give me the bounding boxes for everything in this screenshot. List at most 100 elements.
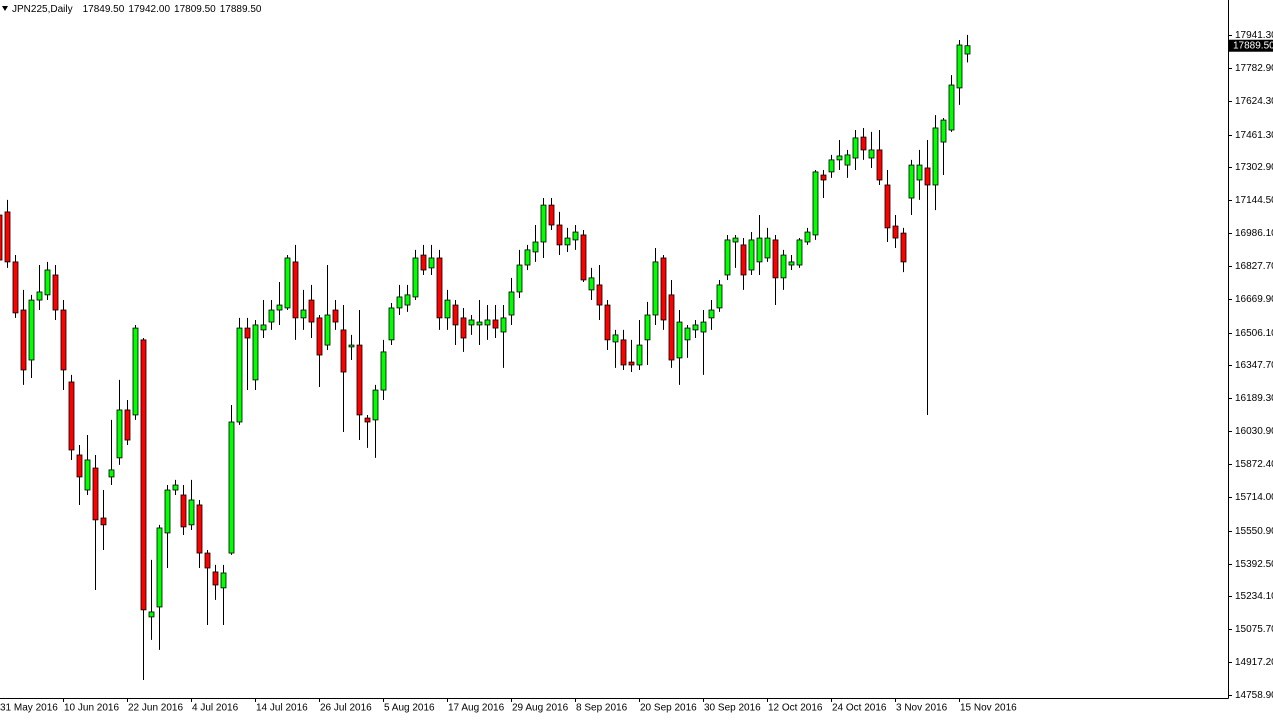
candle-body: [476, 321, 483, 326]
candle-body: [316, 317, 323, 356]
candle-body: [300, 309, 307, 319]
candle-body: [76, 454, 83, 478]
candle-body: [652, 261, 659, 316]
candle-body: [44, 269, 51, 296]
candle-body: [660, 257, 667, 321]
candle-body: [340, 329, 347, 373]
y-tick-label: 14758.90: [1235, 690, 1273, 701]
candle-body: [692, 324, 699, 331]
candle-body: [932, 127, 939, 186]
candle-body: [876, 149, 883, 181]
candle-body: [252, 324, 259, 381]
header-value: 17889.50: [220, 4, 262, 15]
y-tick-label: 17624.30: [1235, 96, 1273, 107]
price-tag: [1229, 39, 1273, 52]
candle-body: [380, 351, 387, 391]
x-tick-label: 12 Oct 2016: [768, 703, 823, 714]
candle-body: [676, 321, 683, 359]
candle-body: [164, 489, 171, 534]
candle-body: [60, 309, 67, 371]
candle-body: [628, 361, 635, 366]
candle-body: [748, 239, 755, 271]
candle-body: [28, 299, 35, 361]
x-tick-label: 24 Oct 2016: [832, 703, 887, 714]
candle-body: [228, 421, 235, 554]
price-tag-label: 17889.50: [1233, 40, 1273, 51]
candle-body: [516, 264, 523, 293]
x-tick-label: 17 Aug 2016: [448, 703, 505, 714]
x-tick-label: 3 Nov 2016: [896, 703, 948, 714]
x-tick-label: 30 Sep 2016: [704, 703, 761, 714]
candle-body: [204, 552, 211, 569]
candle-body: [804, 231, 811, 243]
candle-body: [460, 317, 467, 339]
candle-body: [20, 309, 27, 371]
candle-body: [500, 317, 507, 333]
y-tick-label: 14917.20: [1235, 657, 1273, 668]
candle-body: [36, 291, 43, 301]
candle-body: [260, 324, 267, 331]
candle-body: [276, 304, 283, 311]
y-tick-label: 17782.90: [1235, 63, 1273, 74]
candle-body: [324, 314, 331, 346]
x-tick-label: 31 May 2016: [0, 703, 58, 714]
candle-body: [356, 344, 363, 416]
y-tick-label: 15075.70: [1235, 624, 1273, 635]
candle-body: [684, 327, 691, 341]
x-tick-label: 4 Jul 2016: [192, 703, 239, 714]
candle-body: [212, 571, 219, 586]
candle-body: [52, 274, 59, 311]
candle-body: [524, 249, 531, 266]
y-tick-label: 17302.90: [1235, 162, 1273, 173]
header-value: 17942.00: [128, 4, 170, 15]
candle-body: [892, 225, 899, 239]
x-tick-label: 10 Jun 2016: [64, 703, 119, 714]
candle-body: [132, 327, 139, 416]
x-tick-label: 26 Jul 2016: [320, 703, 372, 714]
candle-body: [836, 155, 843, 161]
candle-body: [796, 239, 803, 266]
candle-body: [532, 241, 539, 253]
candle-body: [412, 257, 419, 298]
candle-body: [84, 459, 91, 491]
candle-body: [100, 517, 107, 526]
candle-body: [68, 381, 75, 451]
candle-body: [780, 254, 787, 279]
candle-body: [580, 234, 587, 281]
candle-body: [540, 204, 547, 243]
candle-body: [420, 254, 427, 271]
y-tick-label: 16030.90: [1235, 426, 1273, 437]
candle-body: [156, 527, 163, 608]
candle-body: [172, 484, 179, 491]
candle-body: [596, 284, 603, 306]
candle-body: [508, 291, 515, 316]
y-tick-label: 17941.30: [1235, 30, 1273, 41]
candle-body: [820, 174, 827, 181]
y-tick-label: 15550.90: [1235, 526, 1273, 537]
candle-body: [956, 44, 963, 89]
y-tick-label: 15872.40: [1235, 459, 1273, 470]
candle-body: [428, 257, 435, 269]
candle-body: [244, 327, 251, 339]
candle-body: [556, 224, 563, 246]
candle-body: [404, 294, 411, 306]
candle-body: [348, 344, 355, 348]
x-tick-label: 29 Aug 2016: [512, 703, 569, 714]
candle-body: [732, 237, 739, 243]
candle-body: [468, 319, 475, 326]
y-tick-label: 17144.50: [1235, 195, 1273, 206]
candle-body: [740, 244, 747, 276]
candle-body: [572, 231, 579, 241]
candle-body: [588, 277, 595, 291]
candle-body: [844, 154, 851, 166]
candle-body: [860, 136, 867, 151]
candle-body: [924, 167, 931, 186]
candle-body: [756, 237, 763, 263]
candle-body: [868, 149, 875, 159]
candle-body: [140, 339, 147, 611]
candle-body: [284, 257, 291, 309]
candle-body: [900, 232, 907, 263]
candle-body: [268, 309, 275, 323]
candle-body: [92, 467, 99, 521]
